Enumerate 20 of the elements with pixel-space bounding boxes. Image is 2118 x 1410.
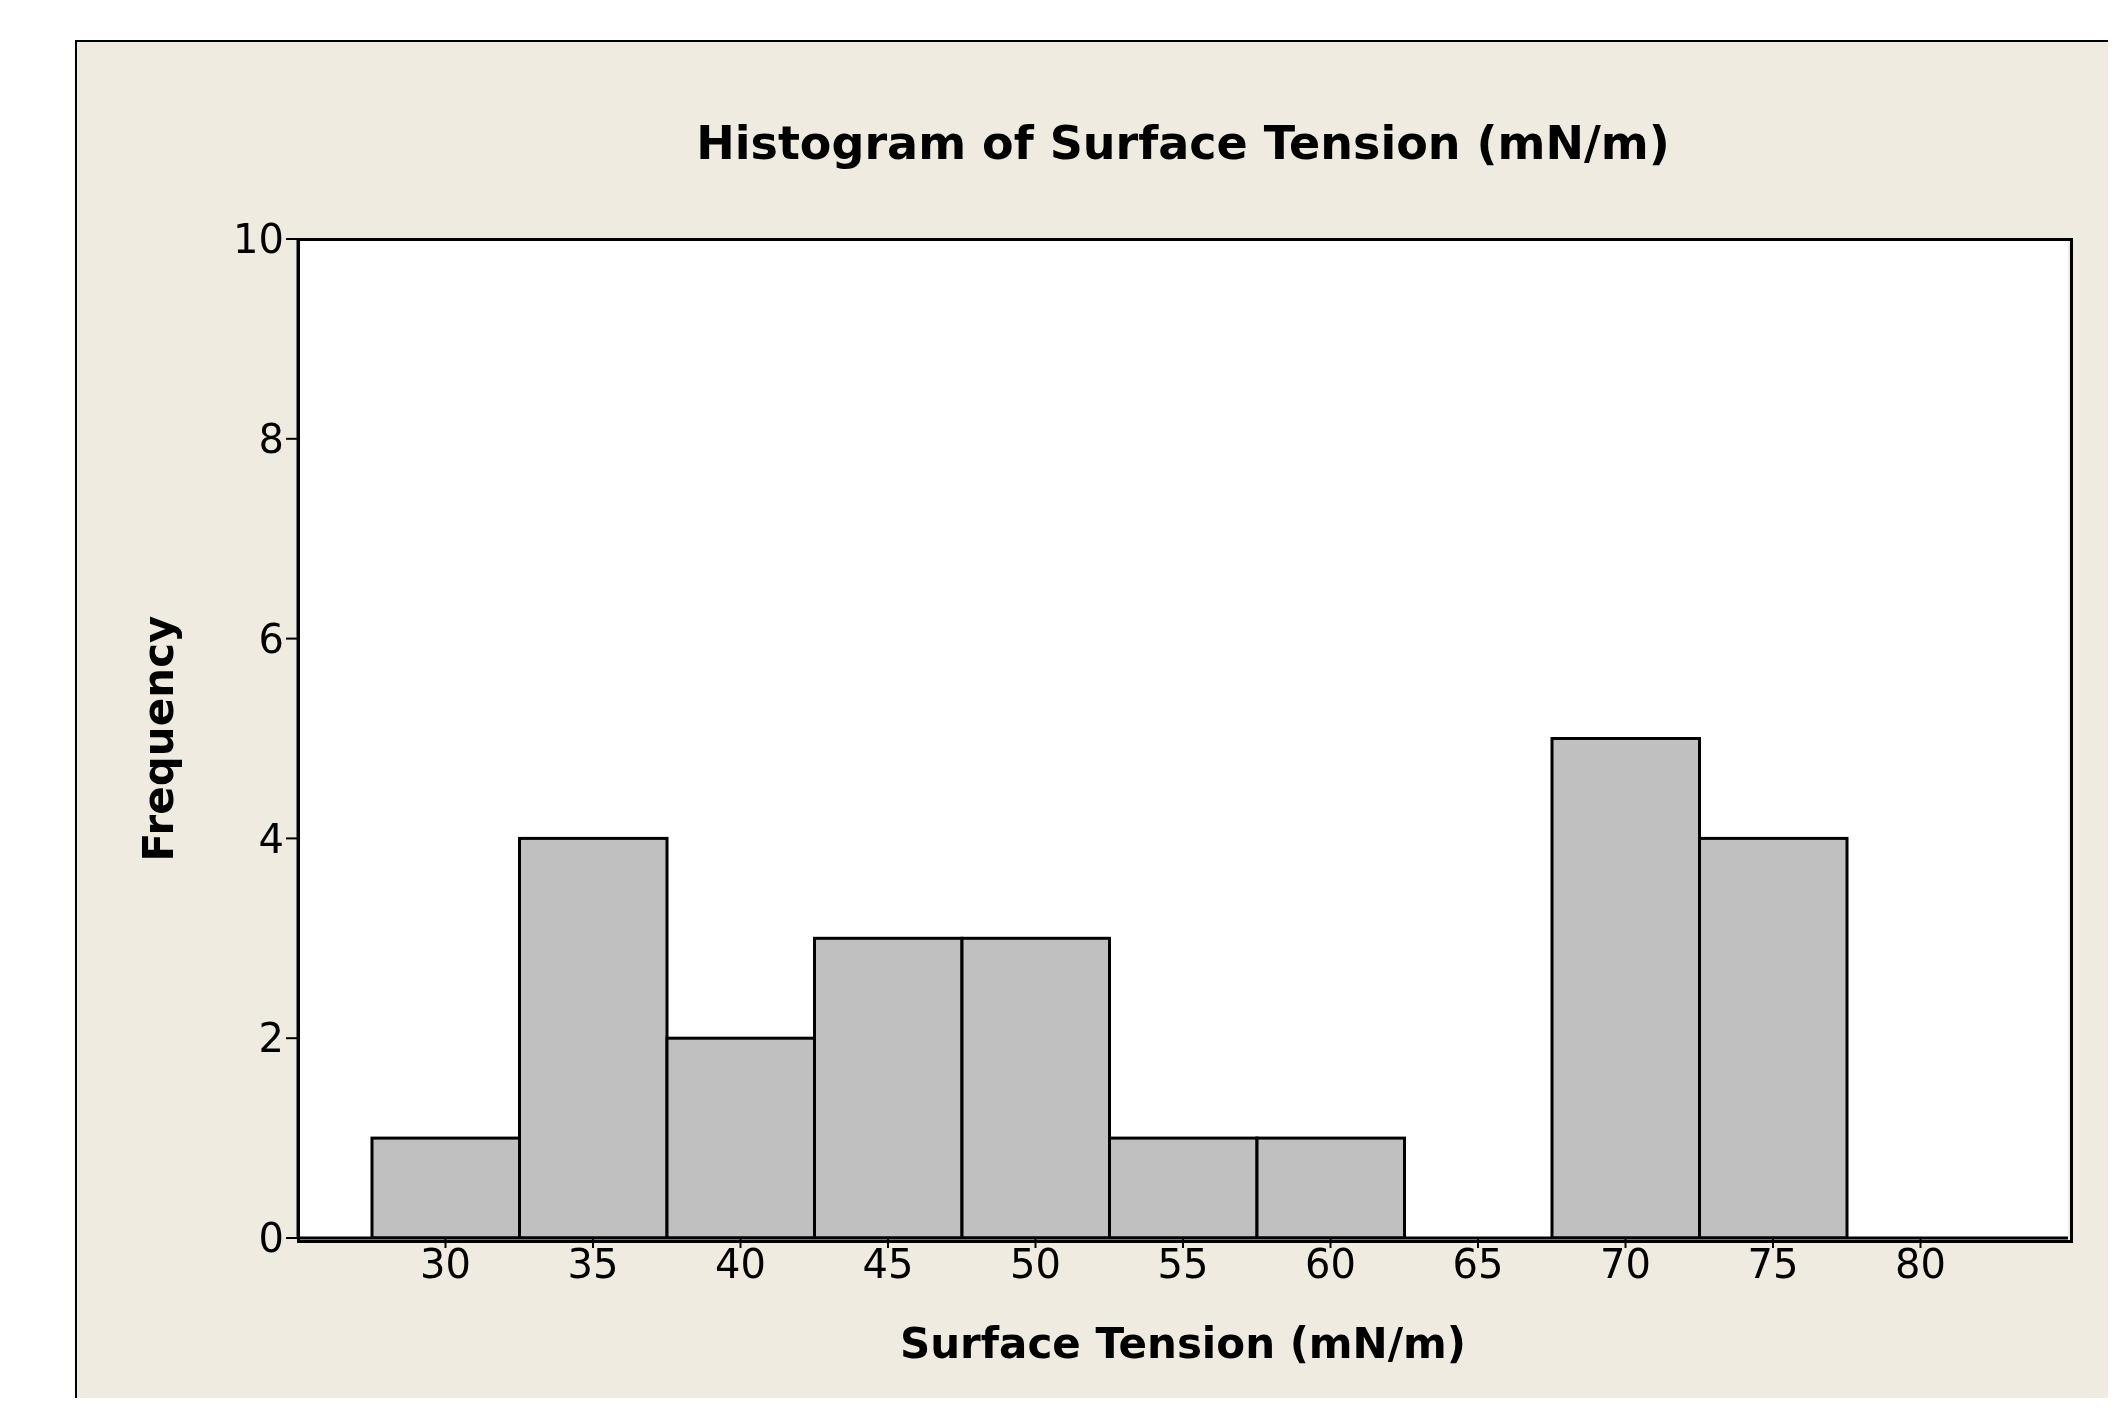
x-tick-label: 75: [1747, 1241, 1799, 1288]
x-tick-label: 35: [567, 1241, 619, 1288]
x-tick-label: 55: [1157, 1241, 1209, 1288]
x-axis-title: Surface Tension (mN/m): [899, 1319, 1467, 1368]
x-tick-label: 60: [1305, 1241, 1356, 1288]
x-tick-label: 70: [1600, 1241, 1651, 1288]
y-tick-label: 2: [258, 1015, 284, 1062]
y-tick-label: 10: [233, 216, 284, 263]
x-tick-label: 45: [862, 1241, 914, 1288]
y-axis-title: Frequency: [133, 615, 183, 862]
x-tick-label: 40: [715, 1241, 766, 1288]
x-tick-label: 65: [1452, 1241, 1504, 1288]
y-tick-label: 6: [258, 615, 284, 662]
x-tick-label: 30: [420, 1241, 471, 1288]
chart-title: Histogram of Surface Tension (mN/m): [695, 116, 1671, 170]
y-tick-label: 4: [258, 815, 284, 862]
y-tick-label: 0: [258, 1215, 284, 1262]
x-tick-label: 80: [1895, 1241, 1946, 1288]
x-tick-label: 50: [1010, 1241, 1061, 1288]
y-tick-label: 8: [258, 416, 284, 462]
